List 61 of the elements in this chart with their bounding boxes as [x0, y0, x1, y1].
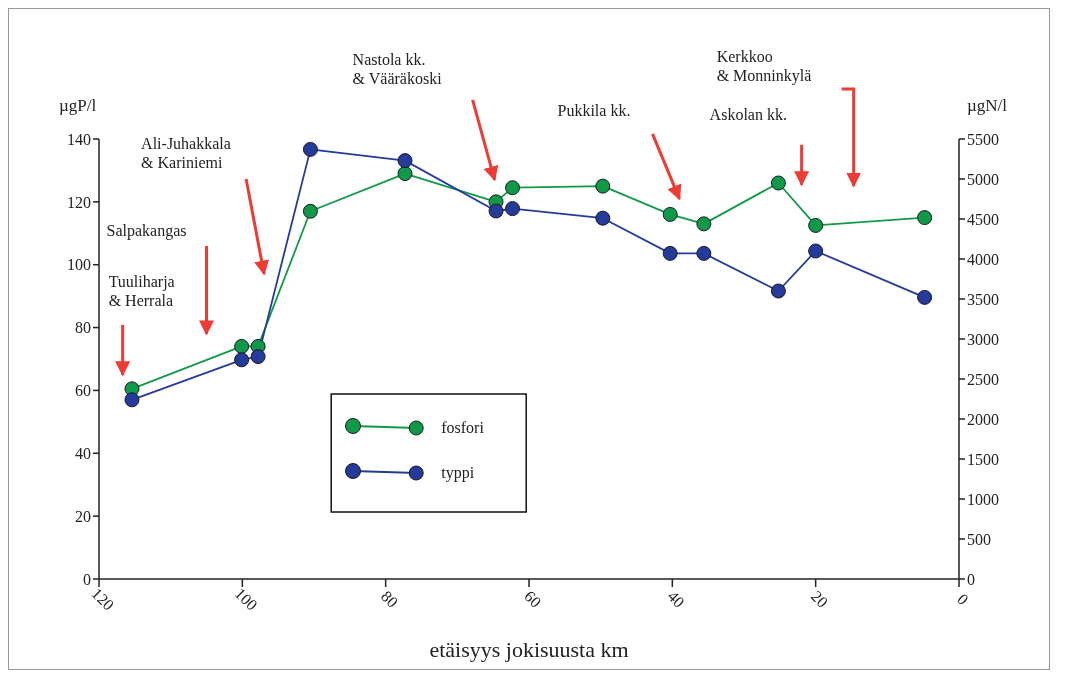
y2-tick-label: 1500 — [967, 450, 999, 468]
y2-tick-label: 500 — [967, 530, 991, 548]
point — [770, 283, 786, 299]
annotation: Ali-Juhakkala & Kariniemi — [141, 135, 231, 172]
y-tick-label: 40 — [75, 444, 91, 462]
x-tick-label: 80 — [377, 587, 402, 611]
point — [808, 217, 824, 233]
text: Kerkkoo & Monninkylä — [716, 48, 812, 86]
y-tick-label: 140 — [67, 130, 91, 148]
y-tick-label: 0 — [83, 570, 91, 588]
point — [302, 141, 318, 157]
legend-label: fosfori — [441, 419, 485, 436]
y2-tick-label: 4500 — [967, 210, 999, 228]
x-tick-label: 40 — [664, 587, 688, 611]
y2-tick-label: 3500 — [967, 290, 999, 308]
y2-tick-label: 5000 — [967, 170, 999, 188]
text: Askolan kk. — [709, 105, 787, 123]
y-tick-label: 20 — [75, 507, 91, 525]
point — [662, 245, 678, 261]
x-tick-label: 0 — [954, 590, 972, 608]
point — [917, 289, 933, 305]
y-axis-title: µgP/l — [59, 96, 97, 115]
point — [397, 166, 413, 182]
point — [696, 245, 712, 261]
annotation: Salpakangas — [106, 221, 187, 240]
point — [662, 206, 678, 222]
point — [250, 349, 266, 365]
x-tick-label: 60 — [521, 587, 545, 611]
point — [302, 203, 318, 219]
y2-tick-label: 1000 — [967, 490, 999, 508]
point — [505, 201, 521, 217]
text: Nastola kk. & Vääräkoski — [352, 50, 443, 87]
y-tick-label: 120 — [67, 193, 91, 211]
point — [595, 178, 611, 194]
point — [808, 243, 824, 259]
y2-tick-label: 4000 — [967, 250, 999, 268]
point — [595, 210, 611, 226]
y2-tick-label: 2500 — [967, 370, 999, 388]
y-tick-label: 80 — [75, 319, 91, 337]
legend-label: typpi — [441, 464, 475, 482]
point — [505, 180, 521, 196]
point — [770, 175, 786, 191]
y2-axis-title: µgN/l — [967, 96, 1008, 115]
point — [234, 352, 250, 368]
x-tick-label: 100 — [231, 584, 261, 614]
point — [696, 216, 712, 232]
point — [488, 203, 504, 219]
y2-tick-label: 2000 — [967, 410, 999, 428]
point — [917, 210, 933, 226]
y-tick-label: 60 — [75, 382, 91, 400]
point — [397, 153, 413, 169]
x-axis-title: etäisyys jokisuusta km — [429, 637, 629, 662]
y2-tick-label: 5500 — [967, 130, 999, 148]
y-tick-label: 100 — [67, 256, 91, 274]
y2-tick-label: 3000 — [967, 330, 999, 348]
point — [234, 338, 250, 354]
point — [124, 392, 140, 408]
y2-tick-label: 0 — [967, 570, 975, 588]
x-tick-label: 20 — [807, 587, 832, 611]
text: Pukkila kk. — [557, 101, 631, 119]
annotation: Tuuliharja & Herrala — [108, 272, 175, 309]
